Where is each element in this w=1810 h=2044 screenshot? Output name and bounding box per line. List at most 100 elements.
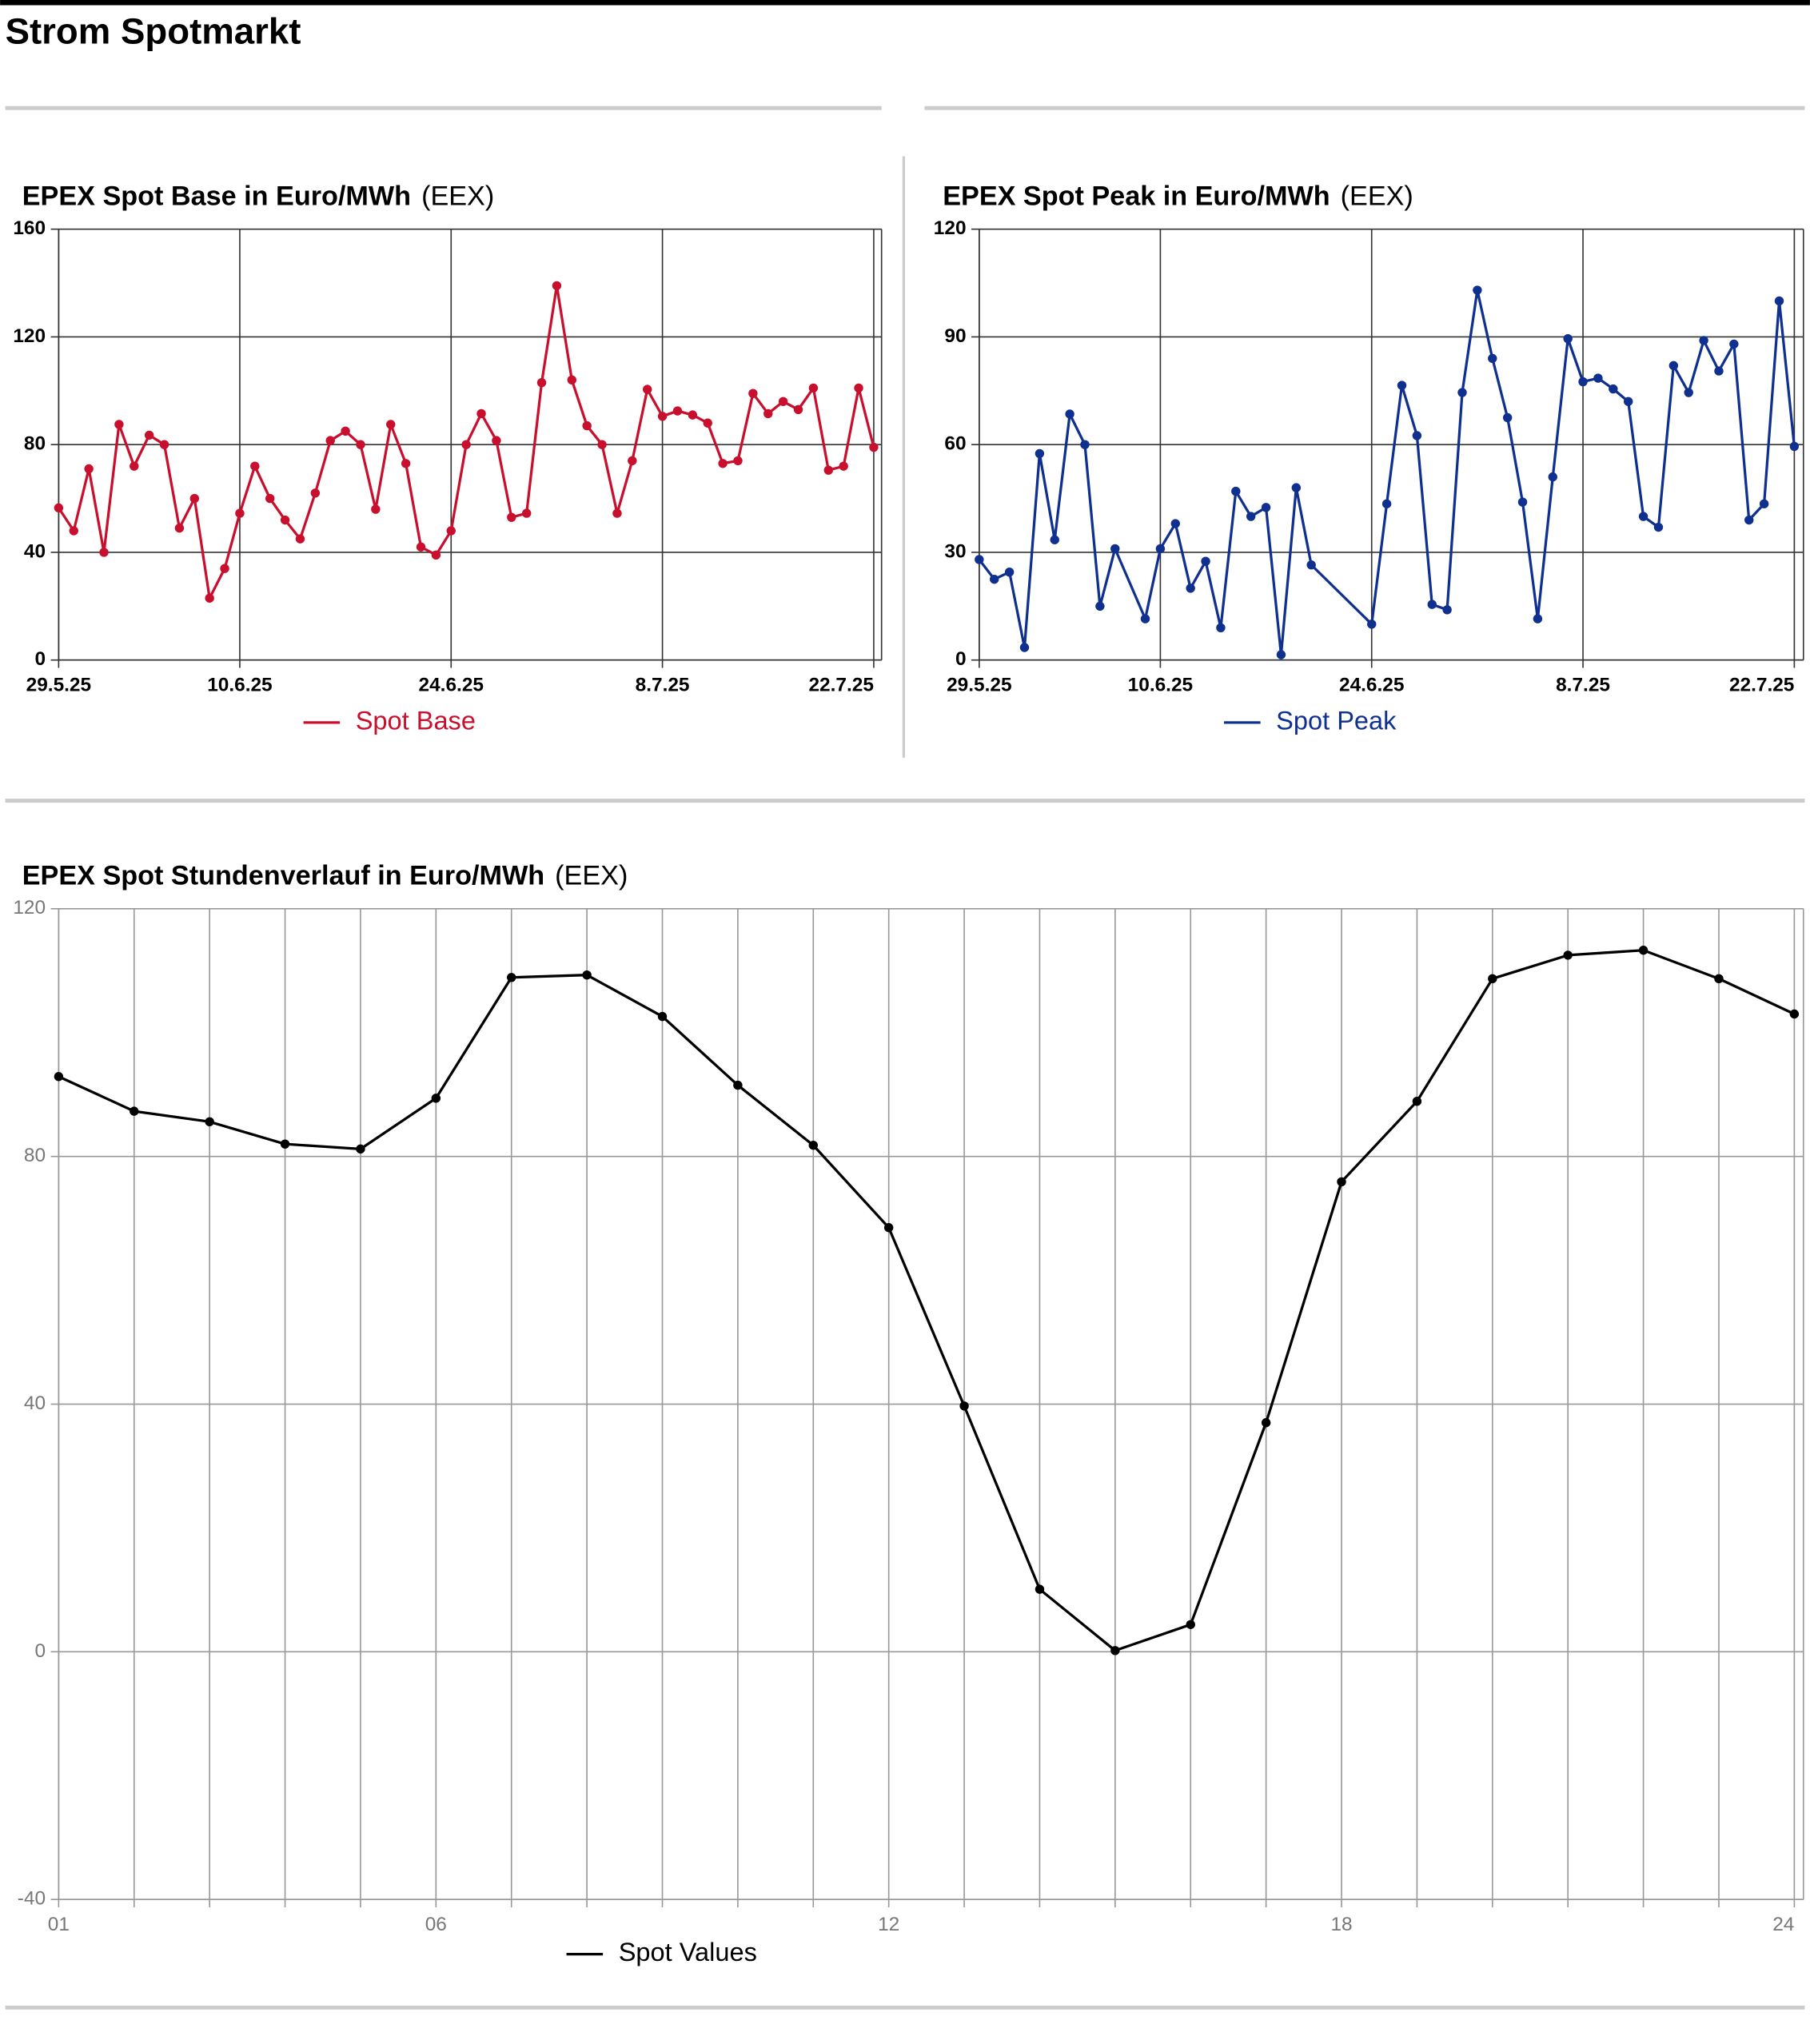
- data-point: [748, 388, 758, 398]
- data-point: [733, 1080, 743, 1090]
- data-point: [643, 384, 652, 394]
- data-point: [69, 526, 78, 536]
- data-point: [552, 281, 562, 291]
- data-point: [1004, 567, 1015, 577]
- data-point: [567, 375, 577, 385]
- data-point: [1638, 512, 1649, 521]
- data-point: [1714, 974, 1724, 984]
- data-point: [628, 456, 637, 466]
- data-point: [476, 408, 486, 419]
- data-point: [657, 412, 668, 421]
- data-point: [1457, 388, 1467, 397]
- data-point: [959, 1401, 969, 1411]
- data-point: [205, 1117, 214, 1126]
- data-point: [1155, 544, 1166, 554]
- data-point: [54, 503, 64, 513]
- data-point: [1367, 620, 1377, 629]
- series-line: [58, 949, 1796, 1652]
- data-point: [1261, 503, 1271, 512]
- data-point: [54, 1072, 64, 1082]
- data-point: [431, 1094, 441, 1103]
- x-tick-label: 10.6.25: [1128, 675, 1193, 696]
- data-point: [84, 464, 94, 474]
- data-point: [492, 436, 501, 445]
- data-point: [1095, 601, 1105, 612]
- data-point: [536, 377, 547, 388]
- data-point: [1729, 339, 1739, 349]
- data-point: [130, 461, 139, 471]
- y-tick-label: 0: [35, 1640, 46, 1662]
- data-point: [507, 973, 516, 982]
- data-point: [1668, 361, 1679, 371]
- data-point: [1684, 388, 1693, 397]
- x-tick-label: 24.6.25: [419, 675, 484, 696]
- data-point: [325, 436, 335, 445]
- data-point: [356, 440, 365, 449]
- data-point: [1261, 1418, 1271, 1428]
- data-point: [657, 1011, 668, 1022]
- x-tick-label: 12: [878, 1914, 899, 1935]
- y-tick-label: 120: [934, 217, 967, 239]
- data-point: [1337, 1177, 1346, 1187]
- chart-title: EPEX Spot Stundenverlauf in Euro/MWh (EEX…: [22, 861, 628, 891]
- data-point: [1623, 396, 1633, 406]
- legend-label: Spot Peak: [1276, 707, 1397, 735]
- data-point: [1609, 384, 1618, 394]
- data-point: [159, 440, 169, 449]
- data-point: [672, 406, 683, 416]
- data-point: [280, 1139, 290, 1149]
- data-point: [521, 508, 532, 518]
- data-point: [1563, 333, 1573, 344]
- data-point: [1699, 336, 1708, 345]
- data-point: [371, 504, 381, 514]
- data-point: [310, 488, 321, 498]
- x-tick-label: 24.6.25: [1339, 675, 1404, 696]
- data-point: [250, 461, 260, 471]
- data-point: [220, 564, 229, 573]
- data-point: [144, 430, 154, 440]
- chart-title: EPEX Spot Peak in Euro/MWh (EEX): [943, 181, 1413, 212]
- data-point: [1714, 366, 1724, 376]
- data-point: [356, 1144, 365, 1154]
- data-point: [1246, 512, 1256, 521]
- data-point: [99, 548, 109, 557]
- y-tick-label: 0: [955, 648, 967, 670]
- data-point: [1502, 412, 1513, 423]
- data-point: [1397, 381, 1407, 390]
- data-point: [1291, 483, 1302, 492]
- data-point: [582, 970, 592, 980]
- data-point: [839, 461, 848, 471]
- data-point: [1789, 441, 1800, 452]
- data-point: [1050, 535, 1059, 544]
- chart-source: (EEX): [421, 181, 494, 212]
- data-point: [597, 440, 607, 449]
- data-point: [793, 404, 803, 415]
- data-point: [883, 1223, 894, 1233]
- data-point: [341, 426, 350, 436]
- data-point: [1110, 1646, 1120, 1656]
- data-point: [205, 593, 214, 603]
- y-tick-label: -40: [18, 1888, 46, 1910]
- data-point: [446, 526, 456, 536]
- data-point: [1578, 377, 1588, 387]
- data-point: [1231, 486, 1241, 496]
- data-point: [1473, 285, 1482, 295]
- legend-label: Spot Values: [619, 1938, 757, 1966]
- data-point: [1035, 448, 1045, 459]
- y-tick-label: 90: [944, 325, 966, 347]
- data-point: [1140, 614, 1150, 624]
- data-point: [295, 534, 305, 544]
- data-point: [1653, 522, 1664, 532]
- chart-title-text: EPEX Spot Base in Euro/MWh: [22, 181, 411, 212]
- series-line: [978, 289, 1796, 656]
- data-point: [1488, 974, 1497, 984]
- x-tick-label: 8.7.25: [1556, 675, 1610, 696]
- data-point: [507, 512, 516, 522]
- data-point: [1110, 544, 1120, 554]
- data-point: [703, 418, 712, 428]
- x-tick-label: 24: [1772, 1914, 1794, 1935]
- data-point: [189, 493, 199, 504]
- y-tick-label: 40: [24, 540, 46, 562]
